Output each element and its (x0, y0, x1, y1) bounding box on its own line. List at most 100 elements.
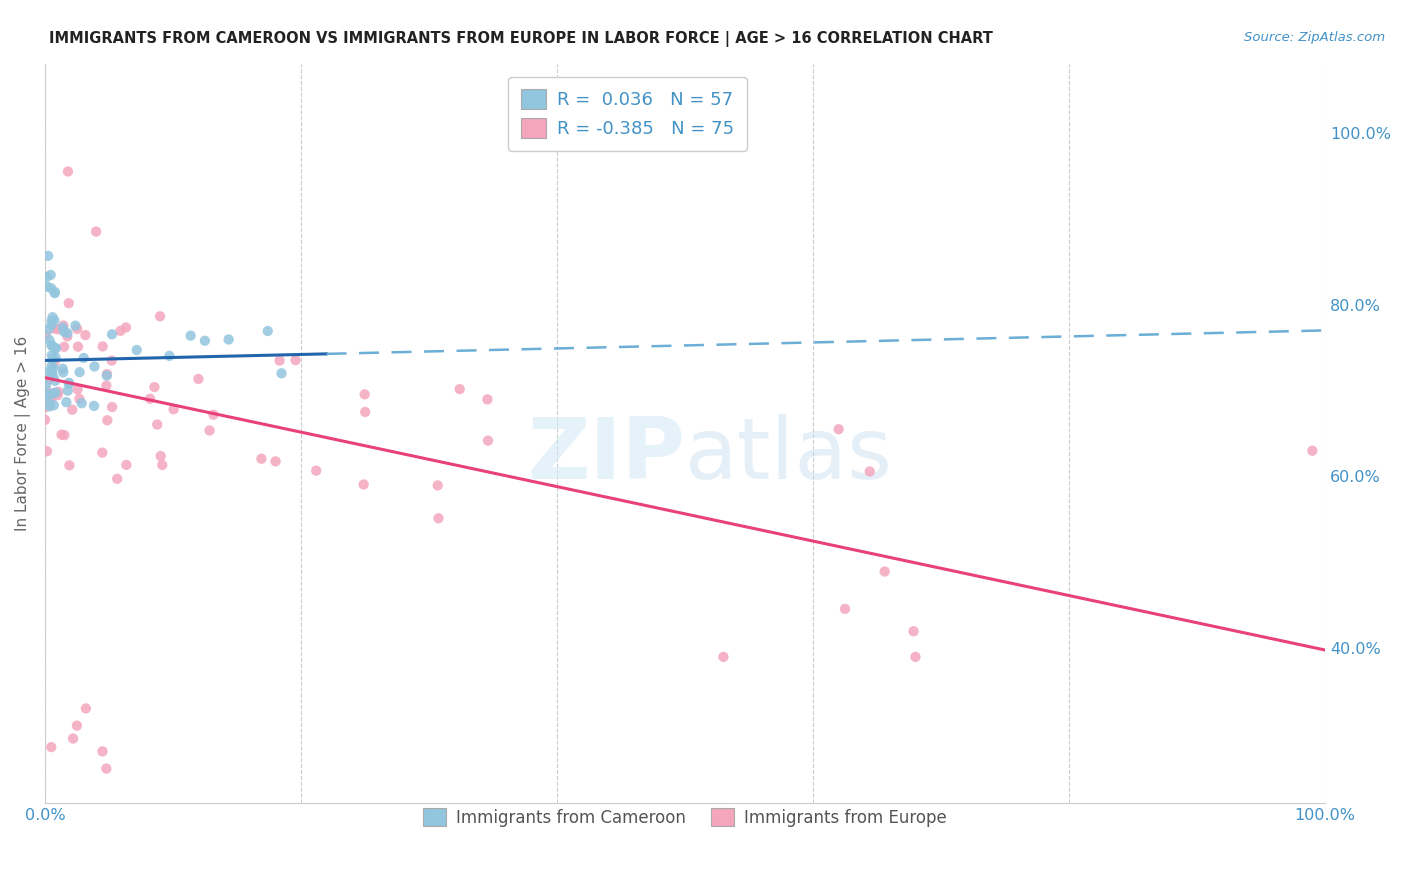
Point (58, 376, 80, 391)
Point (52, 320, 75, 334)
Point (149, 310, 172, 324)
Point (55, 395, 77, 409)
Point (41, 314, 63, 328)
Point (477, 392, 499, 407)
Point (101, 327, 124, 342)
Point (115, 320, 138, 334)
Point (34, 365, 56, 379)
Point (157, 349, 180, 363)
Point (67, 392, 90, 406)
Point (218, 333, 240, 347)
Point (96, 367, 118, 381)
Point (194, 334, 217, 348)
Point (100, 353, 122, 368)
Text: Source: ZipAtlas.com: Source: ZipAtlas.com (1244, 31, 1385, 45)
Point (46, 322, 69, 336)
Point (35, 378, 58, 392)
Point (53, 428, 76, 442)
Point (477, 434, 499, 448)
Point (66, 340, 89, 354)
Point (354, 405, 377, 419)
Point (52, 365, 75, 379)
Point (53, 325, 76, 339)
Point (42, 398, 65, 412)
Point (44, 313, 66, 327)
Point (41, 365, 63, 379)
Point (180, 328, 202, 343)
Point (41, 318, 63, 332)
Point (44, 351, 66, 365)
Point (37, 392, 59, 407)
Point (91, 339, 114, 353)
Point (115, 458, 138, 472)
Point (105, 472, 128, 486)
Point (44, 374, 66, 388)
Point (56, 329, 79, 343)
Point (269, 353, 291, 368)
Point (35, 387, 58, 401)
Point (83, 359, 105, 374)
Point (827, 422, 849, 436)
Point (713, 649, 735, 664)
Point (66, 718, 89, 732)
Point (110, 324, 132, 338)
Point (903, 624, 925, 639)
Point (66, 383, 89, 397)
Point (187, 372, 209, 386)
Point (125, 343, 148, 357)
Point (34, 401, 56, 415)
Point (904, 649, 927, 664)
Point (75, 328, 97, 343)
Point (35, 384, 58, 398)
Point (264, 454, 287, 468)
Point (41, 339, 63, 353)
Text: atlas: atlas (685, 414, 893, 497)
Point (39, 268, 62, 282)
Point (353, 477, 375, 491)
Point (51, 427, 73, 442)
Point (42, 369, 65, 384)
Point (38, 333, 60, 347)
Point (41, 338, 63, 352)
Point (96, 368, 118, 383)
Point (449, 382, 471, 396)
Point (44, 286, 66, 301)
Point (60, 402, 83, 417)
Point (56, 384, 79, 398)
Point (250, 451, 273, 466)
Point (38, 400, 60, 414)
Point (66, 322, 89, 336)
Point (56, 164, 79, 178)
Point (150, 458, 173, 472)
Point (270, 367, 292, 381)
Point (44, 355, 66, 369)
Point (84, 225, 107, 239)
Point (149, 449, 172, 463)
Point (35, 270, 58, 285)
Point (873, 565, 896, 579)
Point (41, 359, 63, 373)
Point (37, 249, 59, 263)
Point (427, 511, 450, 525)
Point (101, 400, 124, 414)
Point (41, 310, 63, 325)
Point (256, 324, 278, 338)
Point (39, 281, 62, 295)
Point (34, 413, 56, 427)
Point (73, 351, 96, 365)
Point (44, 341, 66, 355)
Legend: Immigrants from Cameroon, Immigrants from Europe: Immigrants from Cameroon, Immigrants fro… (415, 800, 956, 835)
Point (35, 444, 58, 458)
Point (426, 478, 449, 492)
Text: ZIP: ZIP (527, 414, 685, 497)
Point (45, 341, 67, 355)
Point (146, 417, 169, 432)
Point (70, 396, 93, 410)
Point (46, 388, 69, 402)
Point (39, 740, 62, 755)
Point (62, 731, 84, 746)
Point (39, 392, 62, 407)
Point (52, 361, 75, 376)
Point (35, 279, 58, 293)
Point (46, 384, 69, 399)
